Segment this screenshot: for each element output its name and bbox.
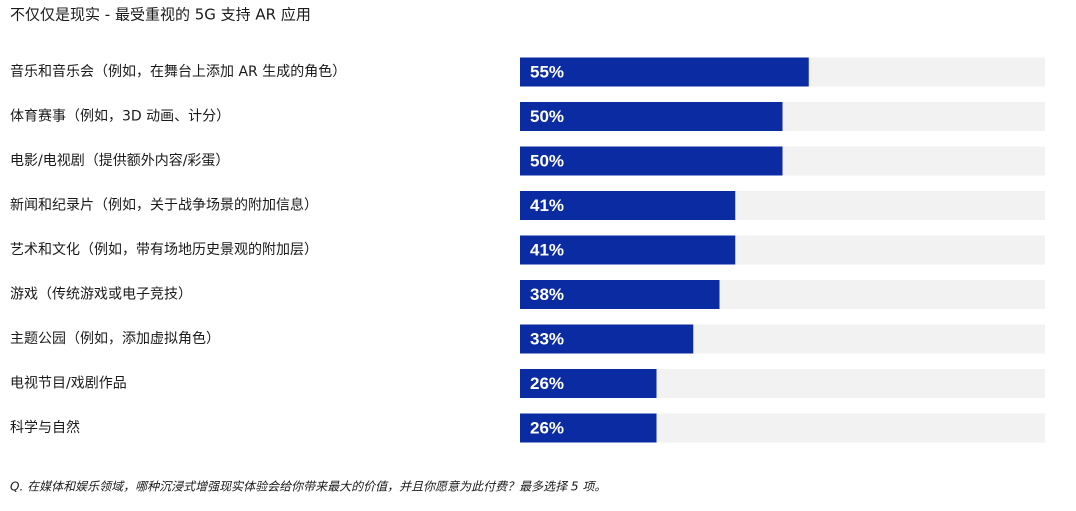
category-label: 体育赛事（例如，3D 动画、计分） <box>10 109 230 125</box>
bar <box>520 191 736 220</box>
bar <box>520 324 694 354</box>
category-label: 游戏（传统游戏或电子竞技） <box>10 286 192 303</box>
bar <box>520 413 657 443</box>
value-label: 50% <box>530 107 564 126</box>
bar <box>520 235 736 265</box>
category-label: 音乐和音乐会（例如，在舞台上添加 AR 生成的角色） <box>10 63 346 80</box>
value-label: 50% <box>530 151 564 170</box>
bar <box>520 280 720 309</box>
value-label: 26% <box>530 418 564 437</box>
chart-title: 不仅仅是现实 - 最受重视的 5G 支持 AR 应用 <box>10 6 311 24</box>
category-label: 电视节目/戏剧作品 <box>10 376 127 392</box>
footnote: Q. 在媒体和娱乐领域，哪种沉浸式增强现实体验会给你带来最大的价值，并且你愿意为… <box>10 480 606 494</box>
bar <box>520 369 657 398</box>
category-label: 电影/电视剧（提供额外内容/彩蛋） <box>10 152 229 169</box>
value-label: 38% <box>530 285 564 304</box>
bar <box>520 102 783 131</box>
category-label: 科学与自然 <box>10 419 80 436</box>
category-label: 主题公园（例如，添加虚拟角色） <box>10 330 220 347</box>
value-label: 41% <box>530 240 564 259</box>
category-label: 艺术和文化（例如，带有场地历史景观的附加层） <box>10 242 318 258</box>
bar <box>520 57 809 87</box>
category-label: 新闻和纪录片（例如，关于战争场景的附加信息） <box>10 197 318 214</box>
value-label: 33% <box>530 329 564 348</box>
value-label: 41% <box>530 196 564 215</box>
bar <box>520 146 783 176</box>
value-label: 26% <box>530 374 564 393</box>
value-label: 55% <box>530 62 564 81</box>
